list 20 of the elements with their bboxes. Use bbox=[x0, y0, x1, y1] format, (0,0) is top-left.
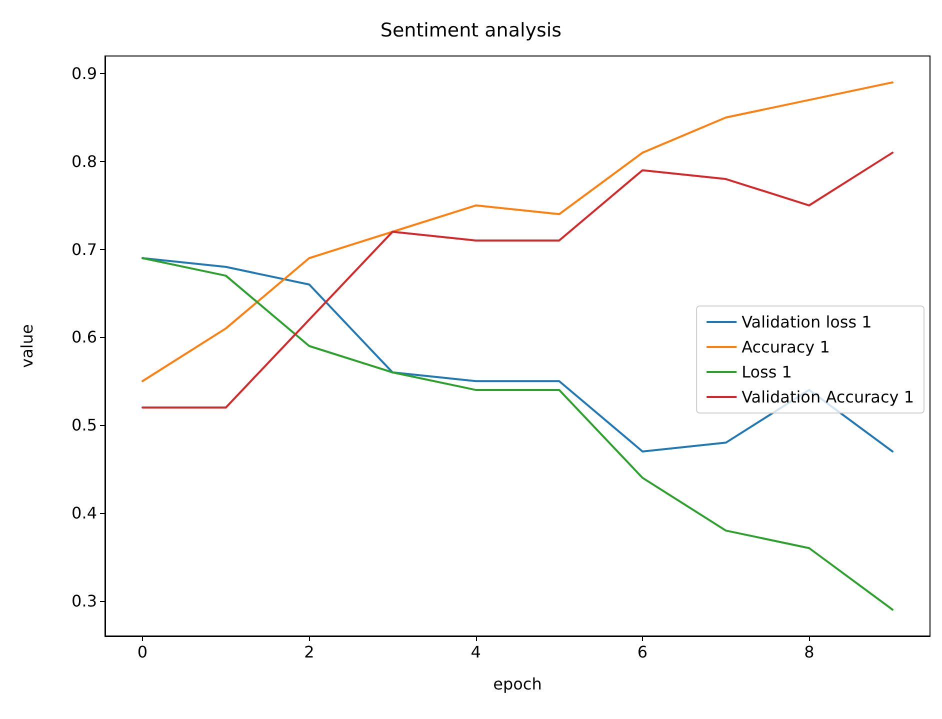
x-tick-label: 0 bbox=[137, 642, 148, 662]
y-tick-label: 0.8 bbox=[72, 152, 97, 171]
line-series bbox=[142, 81, 894, 382]
chart-title: Sentiment analysis bbox=[380, 20, 562, 42]
y-tick-label: 0.9 bbox=[72, 64, 97, 84]
y-tick-label: 0.4 bbox=[72, 503, 97, 522]
legend-label: Validation Accuracy 1 bbox=[742, 388, 914, 406]
x-axis-title: epoch bbox=[493, 674, 542, 694]
x-tick-label: 4 bbox=[470, 642, 481, 662]
y-tick-label: 0.6 bbox=[72, 328, 97, 347]
y-axis-title: value bbox=[18, 324, 36, 368]
y-tick-label: 0.5 bbox=[72, 416, 97, 435]
x-tick-label: 2 bbox=[304, 642, 314, 662]
legend-label: Validation loss 1 bbox=[742, 312, 872, 332]
legend-label: Loss 1 bbox=[742, 362, 792, 382]
legend-label: Accuracy 1 bbox=[742, 338, 830, 356]
x-tick-label: 8 bbox=[804, 642, 814, 662]
x-tick-label: 6 bbox=[637, 642, 648, 662]
y-tick-label: 0.3 bbox=[72, 591, 97, 610]
y-tick-label: 0.7 bbox=[72, 240, 97, 259]
